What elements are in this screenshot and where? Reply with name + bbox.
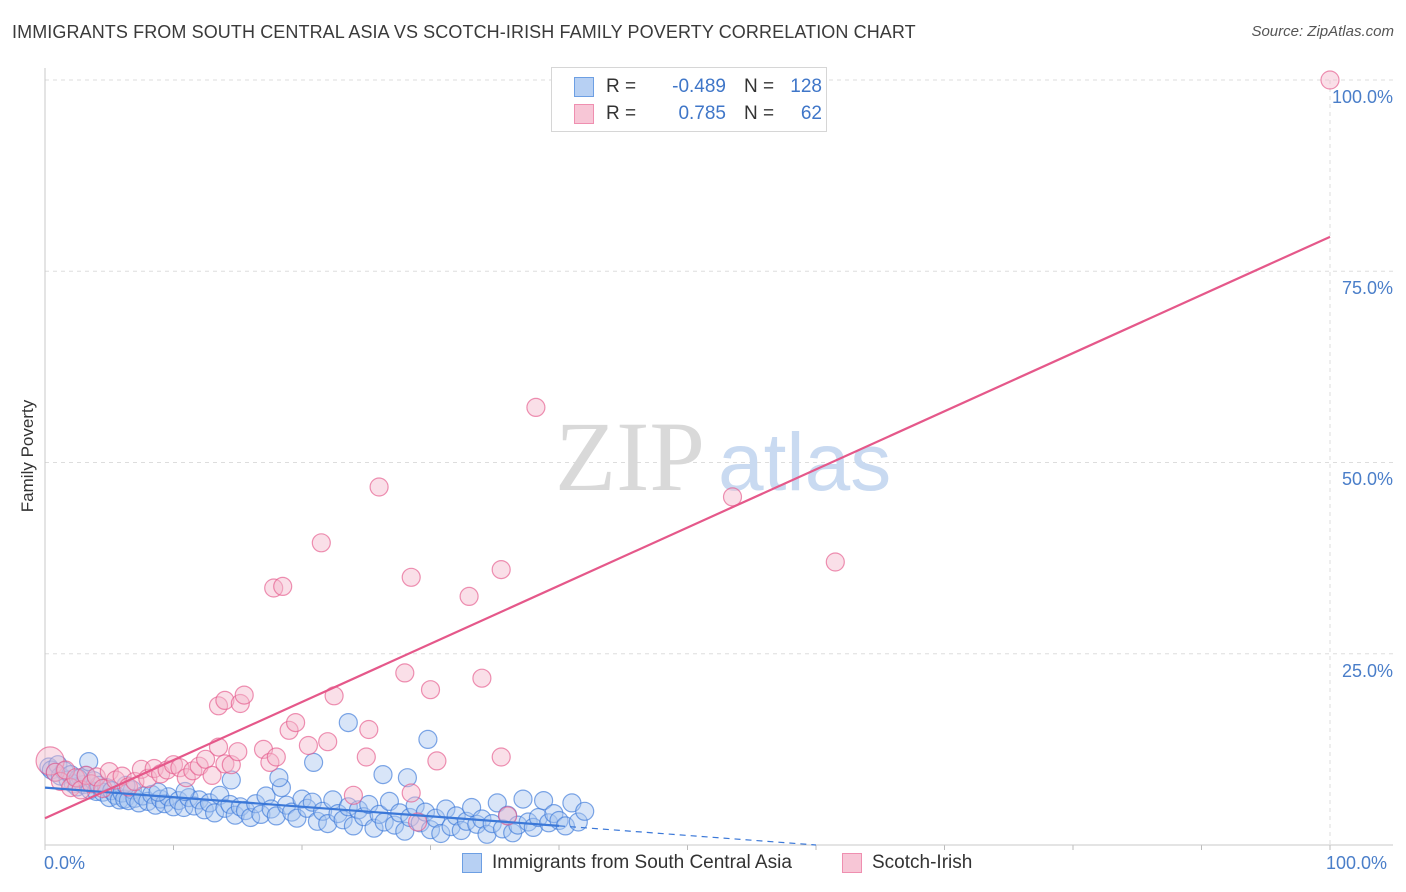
data-point	[251, 804, 271, 825]
data-point	[50, 771, 71, 792]
data-point	[420, 680, 441, 700]
data-point	[228, 742, 248, 762]
legend-r-value: 0.785	[678, 103, 726, 124]
data-point	[266, 747, 286, 767]
data-point	[491, 559, 511, 580]
y-tick-label-75: 75.0%	[1341, 278, 1393, 298]
data-point	[287, 808, 307, 828]
series-legend-swatch-immigrants	[462, 853, 482, 873]
gridlines	[45, 79, 1393, 850]
legend-n-value: 62	[800, 103, 822, 124]
data-point	[408, 812, 428, 832]
data-point	[205, 803, 225, 823]
legend-n-label: N =	[744, 103, 775, 124]
data-point	[273, 576, 293, 597]
data-point	[279, 720, 299, 740]
trend-line-extension	[558, 825, 817, 846]
x-tick-label-max: 100.0%	[1326, 853, 1388, 873]
data-point	[298, 735, 318, 756]
data-point	[487, 793, 507, 813]
series-legend-label-scotch-irish: Scotch-Irish	[872, 852, 973, 873]
data-point	[369, 477, 389, 497]
x-tick-label-min: 0.0%	[44, 853, 86, 873]
data-point	[472, 668, 492, 688]
data-point	[446, 806, 466, 826]
data-point	[196, 749, 216, 769]
data-point	[418, 729, 438, 750]
data-point	[311, 533, 331, 553]
legend-r-value: -0.489	[672, 76, 726, 97]
data-point	[282, 802, 302, 822]
legend-row-scotch-irish: R = 0.785 N = 62	[574, 102, 822, 126]
data-point	[175, 781, 195, 802]
series-legend-scotch-irish: Scotch-Irish	[842, 852, 972, 874]
data-point	[234, 685, 254, 705]
data-point	[401, 783, 421, 803]
data-point	[304, 752, 324, 773]
data-point	[395, 663, 415, 683]
y-tick-label-25: 25.0%	[1341, 661, 1393, 681]
data-point	[722, 487, 743, 507]
data-point	[356, 747, 376, 767]
correlation-legend: R = -0.489 N = 128 R = 0.785 N = 62	[551, 67, 827, 132]
legend-n-label: N =	[744, 76, 775, 97]
data-point	[459, 586, 479, 607]
data-point	[498, 806, 518, 826]
data-point	[260, 752, 280, 773]
watermark-zip: ZIP	[555, 401, 705, 512]
data-point	[199, 793, 220, 813]
data-point	[208, 696, 229, 716]
legend-n-value: 128	[790, 76, 822, 97]
data-point	[318, 732, 338, 752]
data-point	[575, 801, 595, 821]
trend-line-immigrants	[44, 786, 560, 827]
trend-lines	[44, 235, 1331, 846]
series-legend-swatch-scotch-irish	[842, 853, 862, 873]
data-point	[482, 813, 502, 834]
series-scotch-irish-points	[35, 70, 1340, 832]
data-point	[427, 751, 447, 771]
watermark: ZIP atlas	[555, 401, 891, 512]
series-legend-label-immigrants: Immigrants from South Central Asia	[492, 852, 792, 873]
data-point	[215, 690, 235, 711]
data-point	[343, 785, 363, 805]
data-point	[215, 754, 235, 774]
legend-row-immigrants: R = -0.489 N = 128	[574, 75, 822, 99]
data-point	[318, 813, 338, 834]
data-point	[401, 567, 421, 587]
series-legend-immigrants: Immigrants from South Central Asia	[462, 852, 792, 874]
data-point	[202, 765, 222, 786]
data-point	[384, 815, 405, 835]
legend-r-label: R =	[606, 76, 637, 97]
legend-r-label: R =	[606, 103, 637, 124]
data-point	[215, 798, 235, 818]
data-point	[431, 823, 451, 844]
data-point	[373, 764, 393, 785]
data-point	[338, 712, 358, 733]
data-point	[286, 712, 306, 733]
legend-swatch-immigrants	[574, 77, 594, 97]
data-point	[1320, 70, 1340, 90]
series-legend: Immigrants from South Central Asia Scotc…	[0, 852, 1406, 878]
data-point	[269, 768, 289, 788]
data-point	[397, 768, 417, 788]
source-label: Source: ZipAtlas.com	[1251, 23, 1394, 40]
data-point	[513, 789, 533, 809]
data-point	[55, 760, 76, 780]
legend-swatch-scotch-irish	[574, 104, 594, 124]
chart-title: IMMIGRANTS FROM SOUTH CENTRAL ASIA VS SC…	[12, 22, 916, 42]
data-point	[526, 397, 546, 417]
data-point	[359, 794, 379, 815]
axes	[44, 68, 1393, 850]
y-tick-label-100: 100.0%	[1331, 87, 1393, 107]
data-point	[491, 747, 511, 767]
data-point	[533, 790, 554, 811]
data-point	[184, 796, 204, 816]
data-point	[825, 552, 845, 572]
y-tick-label-50: 50.0%	[1341, 469, 1393, 489]
data-point	[359, 719, 379, 740]
watermark-atlas: atlas	[718, 417, 891, 508]
trend-line-scotch-irish	[44, 235, 1331, 820]
